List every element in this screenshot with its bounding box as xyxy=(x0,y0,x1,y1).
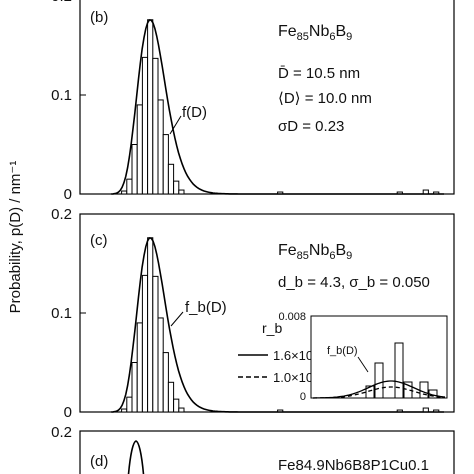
panel-c-y-ticks: 0 0.1 0.2 xyxy=(51,206,86,421)
panel-b-param-median: ⟨D⟩ = 10.0 nm xyxy=(278,90,372,107)
panel-d-alloy: Fe84.9Nb6B8P1Cu0.1 xyxy=(278,457,429,474)
panel-d: 0.2 (d) Fe84.9Nb6B8P1Cu0.1 xyxy=(51,424,455,474)
panel-c-bar xyxy=(141,274,149,413)
inset-bar xyxy=(394,342,404,399)
inset-ytick-top: 0.008 xyxy=(278,311,306,323)
panel-b-curve-pointer xyxy=(169,115,182,135)
panel-b-bar xyxy=(157,99,164,195)
inset-bar xyxy=(419,381,429,399)
panel-c-bar xyxy=(162,352,169,413)
inset-bar xyxy=(403,381,413,399)
panel-b-bar xyxy=(152,57,159,195)
panel-c-alloy: Fe85Nb6B9 xyxy=(278,242,352,262)
panel-b-alloy: Fe85Nb6B9 xyxy=(278,23,352,43)
y-axis-label: Probability, p(D) / nm⁻¹ xyxy=(7,161,24,314)
panel-c-curve-pointer xyxy=(170,311,184,327)
panel-b-y-ticks: 0 0.1 0.2 xyxy=(51,0,86,203)
inset-plot: 0.008 0 f_b(D) xyxy=(278,311,448,403)
y-tick-label: 0 xyxy=(64,404,72,421)
inset-curve-label: f_b(D) xyxy=(327,345,358,357)
panel-b-curve-label: f(D) xyxy=(182,104,207,121)
y-tick-label: 0 xyxy=(64,186,72,203)
panel-c-bar xyxy=(121,408,128,413)
panel-c-bar xyxy=(178,407,185,413)
panel-b-param-sigma: σD = 0.23 xyxy=(278,118,344,135)
panel-b-bar xyxy=(141,56,149,195)
y-tick-label: 0.2 xyxy=(51,0,72,5)
inset-bar xyxy=(374,362,384,399)
panel-b-fit-curve xyxy=(111,19,444,195)
panel-b-bar xyxy=(136,104,143,195)
panel-d-ytick-top: 0.2 xyxy=(51,424,72,441)
panel-c-bar xyxy=(126,396,133,413)
legend-title: r_b xyxy=(262,320,282,336)
panel-c-bar xyxy=(147,237,154,413)
y-tick-label: 0.1 xyxy=(51,87,72,104)
panel-c-params: d_b = 4.3, σ_b = 0.050 xyxy=(278,274,430,291)
y-tick-label: 0.2 xyxy=(51,206,72,223)
inset-curve-pointer xyxy=(357,356,369,373)
inset-bar xyxy=(365,385,375,399)
panel-b-label: (b) xyxy=(90,9,108,26)
panel-b-bar xyxy=(126,178,133,195)
panel-c-curve-label: f_b(D) xyxy=(185,299,227,316)
panel-b-param-mean: D̄ = 10.5 nm xyxy=(278,65,360,82)
panel-b-bars xyxy=(121,19,440,195)
panel-c-label: (c) xyxy=(90,232,108,249)
panel-b-bar xyxy=(121,190,128,195)
panel-b-bar xyxy=(173,180,180,195)
panel-b-bar xyxy=(131,144,138,195)
panel-c-bar xyxy=(157,317,164,413)
panel-b: 0 0.1 0.2 (b) Fe85Nb6B9 D̄ = 10.5 nm ⟨D⟩ =… xyxy=(51,0,455,203)
panel-c-bars xyxy=(121,237,440,413)
panel-c-bar xyxy=(173,398,180,413)
panel-b-bar xyxy=(162,134,169,195)
panel-b-bar xyxy=(178,189,185,195)
panel-c-bar xyxy=(152,275,159,413)
panel-d-fit-curve xyxy=(127,440,145,474)
panel-c-bar xyxy=(131,362,138,413)
panel-c-bar xyxy=(136,322,143,413)
panel-b-bar xyxy=(167,163,175,195)
panel-d-frame xyxy=(79,430,455,474)
y-tick-label: 0.1 xyxy=(51,305,72,322)
inset-fit-dashed xyxy=(313,386,446,399)
panel-c-fit-curve xyxy=(111,237,444,413)
panel-b-bar xyxy=(147,19,154,195)
panel-c: 0 0.1 0.2 (c) Fe85Nb6B9 d_b = 4.3, σ_b = 0… xyxy=(51,206,455,421)
inset-ytick-zero: 0 xyxy=(300,391,306,403)
panel-c-bar xyxy=(167,381,175,413)
panel-d-label: (d) xyxy=(90,453,108,470)
